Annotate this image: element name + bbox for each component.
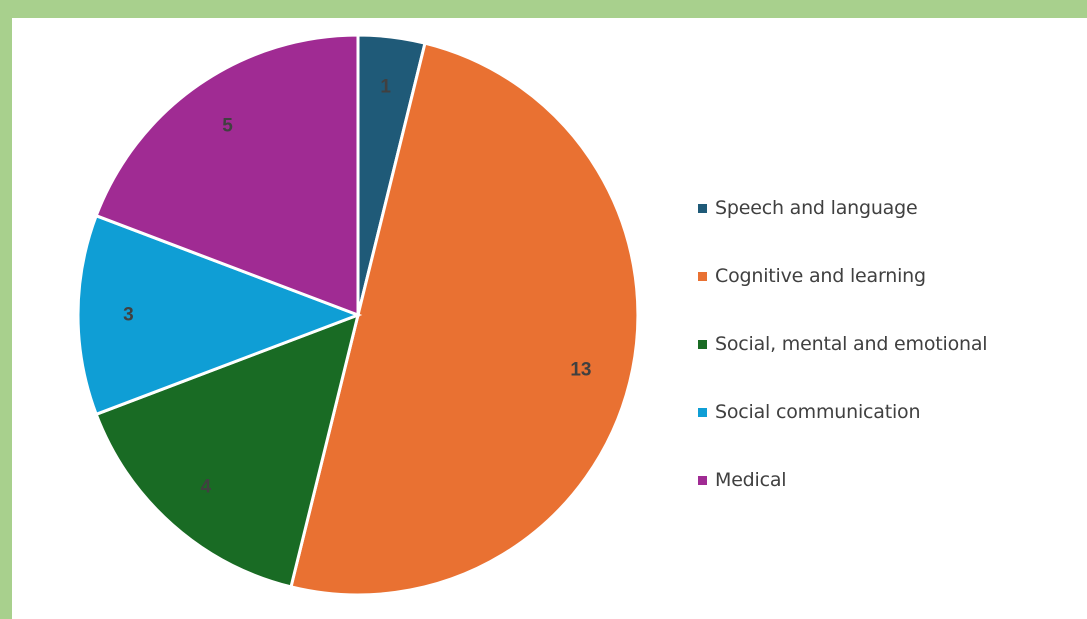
pie-data-labels: 1 13 4 3 5 [123, 77, 591, 498]
chart-legend: Speech and language Cognitive and learnin… [698, 174, 988, 514]
pie-slice-social-communication [76, 213, 363, 417]
pie-slice-medical [94, 33, 360, 318]
legend-item-social-communication: Social communication [698, 378, 987, 446]
chart-frame: 1 13 4 3 5 Speech and language Cognitive and … [12, 18, 1087, 619]
pie-chart: 1 13 4 3 5 [76, 33, 640, 597]
legend-item-speech-and-language: Speech and language [698, 174, 987, 242]
pie-slice-cognitive-and-learning [289, 41, 640, 597]
pie-slice-social-mental-and-emotional [94, 312, 361, 589]
legend-swatch [698, 407, 707, 417]
data-label-cognitive-and-learning: 13 [570, 359, 591, 380]
legend-item-medical: Medical [698, 446, 987, 514]
data-label-social-mental-and-emotional: 4 [200, 476, 211, 497]
legend-label: Social, mental and emotional [715, 333, 988, 355]
legend-label: Medical [715, 469, 787, 491]
data-label-medical: 5 [222, 116, 233, 137]
legend-label: Speech and language [715, 197, 918, 219]
data-label-social-communication: 3 [123, 305, 134, 326]
legend-swatch [698, 271, 707, 281]
legend-label: Cognitive and learning [715, 265, 926, 287]
legend-item-social-mental-and-emotional: Social, mental and emotional [698, 310, 988, 378]
legend-swatch [698, 339, 707, 349]
pie-slices [76, 33, 640, 597]
legend-item-cognitive-and-learning: Cognitive and learning [698, 242, 987, 310]
data-label-speech-and-language: 1 [380, 77, 391, 98]
legend-swatch [698, 203, 707, 213]
legend-label: Social communication [715, 401, 921, 423]
legend-swatch [698, 475, 707, 485]
